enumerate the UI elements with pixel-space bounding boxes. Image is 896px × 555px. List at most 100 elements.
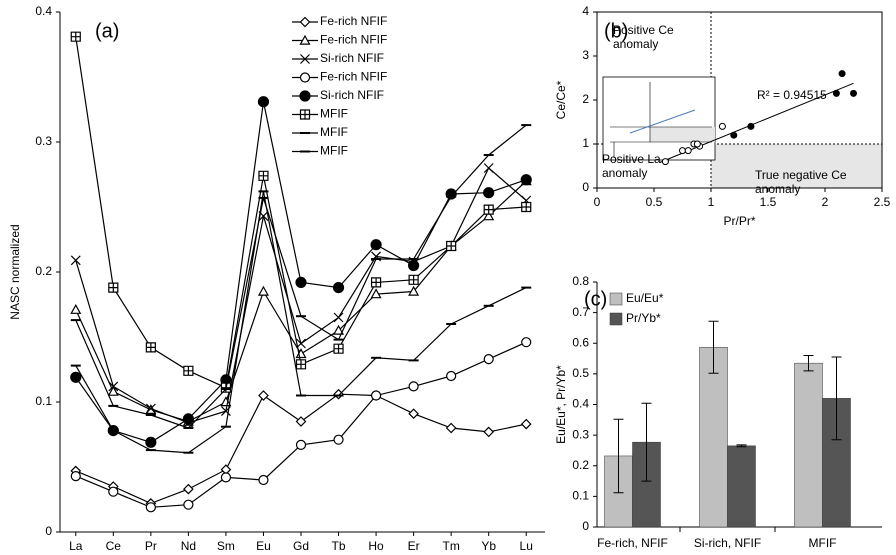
scatter-point (838, 70, 846, 78)
marker (445, 422, 457, 434)
scatter-point (718, 122, 726, 130)
marker (183, 499, 194, 510)
x-tick-label: 2 (822, 195, 829, 209)
annotation: Positive La (602, 152, 661, 166)
trendline (659, 82, 854, 163)
x-tick-label: MFIF (809, 536, 837, 550)
series-line (75, 36, 527, 389)
marker (446, 240, 457, 252)
marker (521, 201, 532, 213)
y-tick-label: 0.7 (572, 305, 589, 319)
annotation: True negative Ce (755, 168, 847, 182)
x-tick-label: Lu (520, 539, 533, 553)
marker (182, 413, 194, 425)
marker (370, 390, 382, 401)
y-tick-label: 0.2 (35, 264, 52, 278)
scatter-point (832, 89, 840, 97)
legend-label: MFIF (320, 125, 348, 139)
annotation: anomaly (755, 182, 800, 196)
x-tick-label: Gd (293, 539, 309, 553)
marker (183, 365, 194, 376)
legend-label: Pr/Yb* (626, 311, 661, 325)
x-tick-label: 1 (708, 195, 715, 209)
legend-label: Si-rich NFIF (320, 51, 384, 65)
legend-swatch (609, 312, 623, 326)
error-bar (613, 418, 624, 494)
inset-trend (629, 109, 696, 134)
marker (483, 426, 495, 438)
bar (699, 346, 728, 528)
y-tick-label: 0.4 (572, 397, 589, 411)
marker (108, 282, 119, 293)
marker (258, 390, 269, 401)
x-tick-label: Er (408, 539, 420, 553)
error-bar (641, 402, 652, 482)
marker (107, 385, 119, 396)
marker (70, 31, 81, 42)
x-tick-label: 2.5 (874, 195, 891, 209)
x-tick-label: 1.5 (760, 195, 777, 209)
error-bar (803, 355, 814, 372)
marker (408, 274, 419, 285)
marker (408, 285, 420, 296)
inset-lines (610, 82, 712, 158)
scatter-point (730, 131, 738, 139)
marker (333, 434, 344, 445)
shaded-region (711, 144, 882, 188)
legend-label: Fe-rich NFIF (320, 33, 387, 47)
y-tick-label: 0.3 (572, 427, 589, 441)
marker (258, 474, 269, 486)
y-tick-label: 1 (582, 136, 589, 150)
marker (295, 359, 307, 370)
marker (483, 163, 494, 173)
series-line (75, 124, 527, 429)
y-tick-label: 0.4 (35, 4, 52, 18)
series-line (75, 167, 527, 424)
marker (483, 204, 494, 215)
marker (521, 337, 532, 348)
marker (408, 259, 420, 272)
scatter-point (684, 147, 692, 155)
marker (370, 239, 382, 251)
marker (145, 403, 156, 414)
legend-swatch (609, 292, 623, 306)
marker (70, 471, 81, 482)
x-tick-label: Yb (481, 539, 496, 553)
x-axis-title: Pr/Pr* (723, 214, 755, 228)
marker (258, 170, 269, 181)
marker (333, 312, 344, 323)
marker (446, 370, 457, 382)
annotation: anomaly (613, 37, 658, 51)
scatter-point (661, 158, 669, 166)
error-bar (736, 444, 747, 448)
y-tick-label: 0 (45, 524, 52, 538)
panel-label: (a) (95, 20, 119, 42)
marker (145, 436, 157, 448)
scatter-point (850, 89, 857, 97)
x-tick-label: 0.5 (646, 195, 663, 209)
legend-marker (299, 72, 311, 83)
x-tick-label: Tm (442, 539, 459, 553)
x-tick-label: Eu (256, 539, 271, 553)
marker (370, 277, 382, 288)
legend-label: Si-rich NFIF (320, 88, 384, 102)
y-tick-label: 2 (582, 92, 589, 106)
y-tick-label: 0.6 (572, 335, 589, 349)
error-bar (831, 356, 842, 441)
annotation: anomaly (602, 166, 647, 180)
marker (483, 187, 495, 199)
x-tick-label: Nd (181, 539, 196, 553)
y-tick-label: 0.2 (572, 458, 589, 472)
legend-label: Fe-rich NFIF (320, 70, 387, 84)
x-tick-label: Ho (368, 539, 384, 553)
scatter-point (693, 140, 701, 148)
marker (257, 285, 269, 296)
marker (483, 354, 494, 365)
y-axis-title: Eu/Eu*, Pr/Yb* (554, 365, 568, 444)
marker (70, 371, 82, 383)
y-tick-label: 0 (582, 519, 589, 533)
y-tick-label: 0.5 (572, 366, 589, 380)
marker (70, 303, 82, 314)
marker (70, 255, 81, 266)
